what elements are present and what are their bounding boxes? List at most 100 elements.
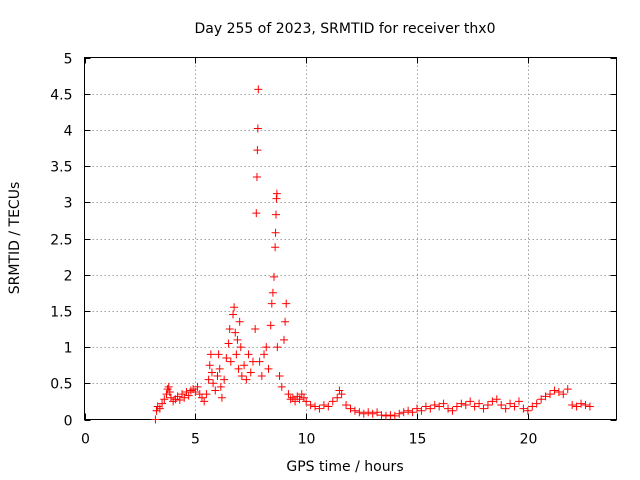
data-point [390,411,399,420]
data-point [206,350,215,359]
data-point [373,408,382,417]
y-tick-label: 1 [64,341,73,357]
y-axis-label: SRMTID / TECUs [7,182,23,295]
data-point [395,409,404,418]
y-tick-label: 2 [64,269,73,285]
data-point [284,390,293,399]
x-tick-label: 5 [191,432,200,448]
data-point [207,368,216,377]
data-point [444,404,453,413]
y-tick-label: 4 [64,124,73,140]
data-point [282,299,291,308]
data-point [235,317,244,326]
grid-lines [84,57,617,420]
x-tick-label: 0 [81,432,90,448]
data-point [532,399,541,408]
data-point [537,395,546,404]
data-point [510,402,519,411]
data-point [186,386,195,395]
data-point [408,408,417,417]
data-point [319,401,328,410]
data-point [169,397,178,406]
data-point [306,401,315,410]
data-point [240,361,249,370]
data-point [251,325,260,333]
data-point [452,402,461,411]
data-point [270,272,279,281]
data-point [252,172,261,181]
data-point [244,350,253,359]
data-point [242,375,251,384]
data-point [585,402,594,411]
data-points [151,85,594,424]
data-point [275,372,284,381]
data-point [152,406,161,415]
data-point [337,390,346,399]
data-point [488,397,497,406]
data-point [231,328,240,337]
x-tick-label: 15 [409,432,427,448]
data-point [271,243,280,252]
data-point [470,402,479,411]
data-point [166,393,175,402]
data-point [577,399,586,408]
data-point [519,404,528,413]
data-point [404,406,413,415]
data-point [162,390,171,399]
data-point [197,393,206,402]
data-point [297,390,306,399]
data-point [399,408,408,417]
data-point [155,404,164,413]
data-point [528,402,537,411]
data-point [324,402,333,411]
data-point [439,399,448,408]
y-tick-label: 2.5 [50,233,72,249]
data-point [180,393,189,402]
data-point [506,399,515,408]
data-point [175,395,184,404]
data-point [264,364,273,373]
data-point [501,404,510,413]
data-point [151,415,160,424]
data-point [559,390,568,399]
y-tick-label: 3.5 [50,160,72,176]
data-point [224,339,233,348]
data-point [554,387,563,396]
data-point [160,395,169,404]
x-tick-label: 10 [298,432,316,448]
data-point [209,379,218,388]
data-point [523,406,532,415]
data-point [204,375,213,384]
data-point [426,404,435,413]
data-point [233,335,242,344]
axis-ticks: 0 0.5 1 1.5 2 2.5 3 3.5 4 4.5 5 0 5 10 15 20 [50,52,617,448]
data-point [229,310,238,319]
data-point [328,397,337,406]
data-point [572,402,581,411]
data-point [165,387,174,396]
data-point [252,209,261,218]
y-tick-label: 5 [64,52,73,68]
data-point [291,397,300,406]
x-tick-label: 20 [520,432,538,448]
data-point [514,397,523,406]
data-point [368,409,377,418]
data-point [417,406,426,415]
data-point [497,401,506,410]
y-tick-label: 4.5 [50,88,72,104]
data-point [448,406,457,415]
data-point [215,364,224,373]
data-point [315,404,324,413]
data-point [311,402,320,411]
data-point [364,408,373,417]
data-point [483,401,492,410]
data-point [164,382,173,391]
data-point [272,189,281,198]
data-point [457,399,466,408]
data-point [295,395,304,404]
data-point [568,401,577,410]
data-point [184,391,193,400]
data-point [359,409,368,418]
data-point [479,404,488,413]
data-point [377,411,386,420]
